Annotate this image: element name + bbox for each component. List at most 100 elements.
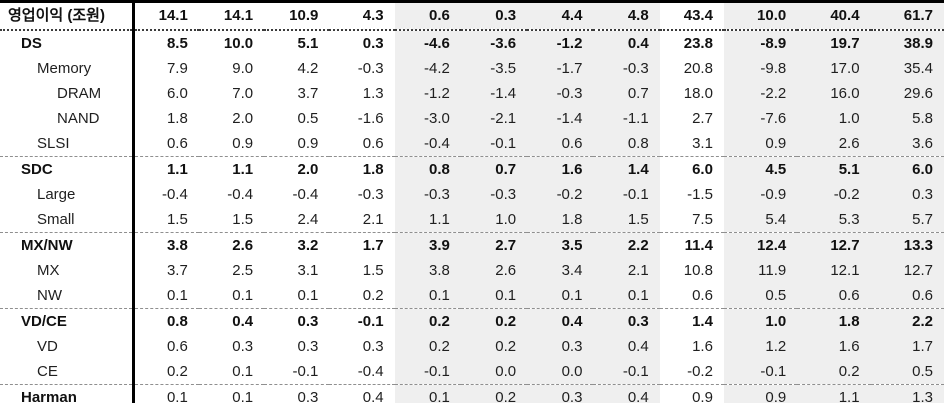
value-cell: 0.9 bbox=[723, 384, 798, 403]
value-cell: 10.0 bbox=[223, 35, 254, 52]
header-value-cell: 10.0 bbox=[723, 1, 798, 30]
value-cell: -0.3 bbox=[357, 60, 384, 77]
row-label: Memory bbox=[0, 56, 136, 81]
value-cell: 19.7 bbox=[797, 30, 871, 56]
value-cell: -1.4 bbox=[460, 81, 528, 106]
value-cell: 0.2 bbox=[460, 308, 528, 334]
header-value-cell: 61.7 bbox=[870, 1, 944, 30]
value-cell: 0.2 bbox=[460, 334, 528, 359]
value-cell: 0.0 bbox=[460, 359, 528, 385]
value-cell: 0.3 bbox=[527, 334, 594, 359]
value-cell: 0.6 bbox=[166, 135, 188, 152]
header-value-cell: 10.9 bbox=[289, 7, 319, 24]
value-cell: 0.6 bbox=[797, 283, 871, 309]
value-cell: 4.5 bbox=[723, 156, 798, 182]
value-cell: -1.7 bbox=[527, 56, 594, 81]
value-cell: 0.5 bbox=[723, 283, 798, 309]
value-cell: 1.3 bbox=[870, 384, 944, 403]
header-value-cell: 4.4 bbox=[527, 1, 594, 30]
value-cell: -0.1 bbox=[593, 359, 660, 385]
value-cell: 2.6 bbox=[232, 237, 254, 254]
value-cell: 5.1 bbox=[797, 156, 871, 182]
value-cell: 3.8 bbox=[166, 237, 188, 254]
value-cell: 3.7 bbox=[166, 262, 188, 279]
value-cell: 1.0 bbox=[460, 207, 528, 233]
table-row: SDC 1.1 1.1 2.0 1.8 0.8 0.7 1.6 1.4 6.0 4.5 5.1 6.0 bbox=[0, 156, 944, 182]
value-cell: 0.3 bbox=[362, 338, 384, 355]
value-cell: 2.0 bbox=[297, 161, 319, 178]
header-value-cell: 14.1 bbox=[223, 7, 254, 24]
row-label: MX bbox=[0, 258, 136, 283]
row-label: DS bbox=[0, 30, 136, 56]
value-cell: 5.3 bbox=[797, 207, 871, 233]
value-cell: -1.5 bbox=[687, 186, 713, 203]
value-cell: 0.3 bbox=[297, 389, 319, 403]
value-cell: 3.8 bbox=[394, 258, 461, 283]
value-cell: 3.9 bbox=[394, 232, 461, 258]
value-cell: 0.2 bbox=[394, 308, 461, 334]
value-cell: 0.3 bbox=[362, 35, 384, 52]
value-cell: -4.6 bbox=[394, 30, 461, 56]
value-cell: 0.2 bbox=[797, 359, 871, 385]
value-cell: 1.7 bbox=[362, 237, 384, 254]
value-cell: 1.7 bbox=[870, 334, 944, 359]
value-cell: -0.4 bbox=[161, 186, 188, 203]
value-cell: 0.6 bbox=[527, 131, 594, 157]
value-cell: 3.4 bbox=[527, 258, 594, 283]
value-cell: 5.8 bbox=[870, 106, 944, 131]
row-label: NAND bbox=[0, 106, 136, 131]
table-row: Small 1.5 1.5 2.4 2.1 1.1 1.0 1.8 1.5 7.5 5.4 5.3 5.… bbox=[0, 207, 944, 233]
value-cell: -8.9 bbox=[723, 30, 798, 56]
value-cell: 11.9 bbox=[723, 258, 798, 283]
value-cell: 0.1 bbox=[394, 384, 461, 403]
value-cell: 2.6 bbox=[797, 131, 871, 157]
value-cell: 0.8 bbox=[593, 131, 660, 157]
value-cell: 1.1 bbox=[232, 161, 254, 178]
value-cell: 0.3 bbox=[232, 338, 254, 355]
row-label: SLSI bbox=[0, 131, 136, 157]
row-label: CE bbox=[0, 359, 136, 385]
table-row: VD 0.6 0.3 0.3 0.3 0.2 0.2 0.3 0.4 1.6 1.2 1.6 1.7 bbox=[0, 334, 944, 359]
header-value-cell: 4.3 bbox=[362, 7, 384, 24]
value-cell: 0.1 bbox=[232, 389, 254, 403]
value-cell: 0.1 bbox=[166, 287, 188, 304]
value-cell: 10.8 bbox=[683, 262, 713, 279]
value-cell: 0.1 bbox=[232, 287, 254, 304]
value-cell: -0.1 bbox=[593, 182, 660, 207]
value-cell: 0.5 bbox=[297, 110, 319, 127]
table-row: DRAM 6.0 7.0 3.7 1.3 -1.2 -1.4 -0.3 0.7 18.0 -2.2 1… bbox=[0, 81, 944, 106]
value-cell: 0.7 bbox=[460, 156, 528, 182]
value-cell: 1.5 bbox=[593, 207, 660, 233]
value-cell: 0.4 bbox=[362, 389, 384, 403]
value-cell: 0.9 bbox=[692, 389, 713, 403]
value-cell: -0.1 bbox=[292, 363, 319, 380]
value-cell: 11.4 bbox=[684, 237, 713, 254]
header-value-cell: 0.6 bbox=[394, 1, 461, 30]
value-cell: 2.4 bbox=[297, 211, 319, 228]
value-cell: 0.6 bbox=[870, 283, 944, 309]
row-label: SDC bbox=[0, 156, 136, 182]
row-label: VD/CE bbox=[0, 308, 136, 334]
value-cell: 0.1 bbox=[232, 363, 254, 380]
table-row: NAND 1.8 2.0 0.5 -1.6 -3.0 -2.1 -1.4 -1.1 2.7 -7.6… bbox=[0, 106, 944, 131]
value-cell: -1.6 bbox=[357, 110, 384, 127]
value-cell: 1.0 bbox=[797, 106, 871, 131]
value-cell: 0.1 bbox=[460, 283, 528, 309]
value-cell: 0.4 bbox=[527, 308, 594, 334]
value-cell: 0.8 bbox=[166, 313, 188, 330]
table-row: NW 0.1 0.1 0.1 0.2 0.1 0.1 0.1 0.1 0.6 0.5 0.6 0.6 bbox=[0, 283, 944, 309]
value-cell: 1.6 bbox=[797, 334, 871, 359]
value-cell: 0.7 bbox=[593, 81, 660, 106]
value-cell: 1.8 bbox=[362, 161, 384, 178]
table-row: MX/NW 3.8 2.6 3.2 1.7 3.9 2.7 3.5 2.2 11.4 12.4 12.… bbox=[0, 232, 944, 258]
header-value-cell: 14.1 bbox=[158, 7, 188, 24]
value-cell: -0.3 bbox=[527, 81, 594, 106]
value-cell: 0.3 bbox=[593, 308, 660, 334]
row-label: Large bbox=[0, 182, 136, 207]
value-cell: 0.9 bbox=[232, 135, 254, 152]
value-cell: 16.0 bbox=[797, 81, 871, 106]
value-cell: -1.4 bbox=[527, 106, 594, 131]
value-cell: 9.0 bbox=[232, 60, 254, 77]
value-cell: 5.4 bbox=[723, 207, 798, 233]
value-cell: 1.6 bbox=[527, 156, 594, 182]
